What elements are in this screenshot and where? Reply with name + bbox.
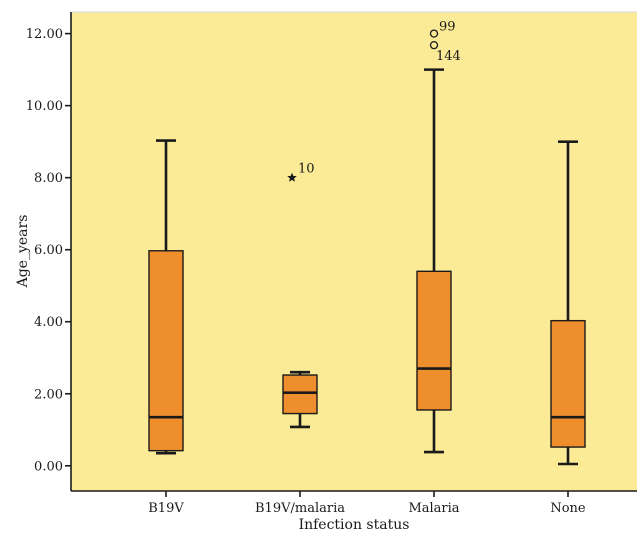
y-axis-ticks: 0.00 2.00 4.00 6.00 8.00 10.00 12.00 <box>26 27 71 474</box>
x-tick-label: B19V <box>148 501 184 516</box>
outlier-label: 144 <box>436 49 461 64</box>
box-group-b19v-malaria: 10 <box>282 162 318 429</box>
iqr-box <box>282 374 318 415</box>
y-tick-label: 4.00 <box>34 315 63 330</box>
y-tick-label: 12.00 <box>26 27 63 42</box>
box-group-malaria: 99 144 <box>416 20 461 454</box>
y-tick-label: 8.00 <box>34 171 63 186</box>
y-tick-label: 10.00 <box>26 99 63 114</box>
box-group-b19v <box>148 139 184 455</box>
x-axis-title: Infection status <box>299 517 410 533</box>
y-tick-label: 6.00 <box>34 243 63 258</box>
outlier-label: 99 <box>439 20 456 35</box>
y-tick-label: 2.00 <box>34 387 63 402</box>
iqr-box <box>550 319 586 448</box>
y-axis-title: Age_years <box>15 215 31 289</box>
y-tick-label: 0.00 <box>34 459 63 474</box>
outlier-star-marker <box>287 172 297 182</box>
x-tick-label: None <box>550 501 586 516</box>
box-group-none <box>550 140 586 466</box>
x-axis-ticks: B19V B19V/malaria Malaria None <box>148 491 586 516</box>
iqr-box <box>148 250 184 452</box>
iqr-box <box>416 270 452 411</box>
x-tick-label: B19V/malaria <box>255 501 345 516</box>
box-series: 10 99 144 <box>148 20 586 466</box>
outlier-label: 10 <box>298 162 315 177</box>
outlier-circle-marker <box>429 29 439 38</box>
x-tick-label: Malaria <box>408 501 459 516</box>
outlier-circle-marker <box>429 40 439 50</box>
